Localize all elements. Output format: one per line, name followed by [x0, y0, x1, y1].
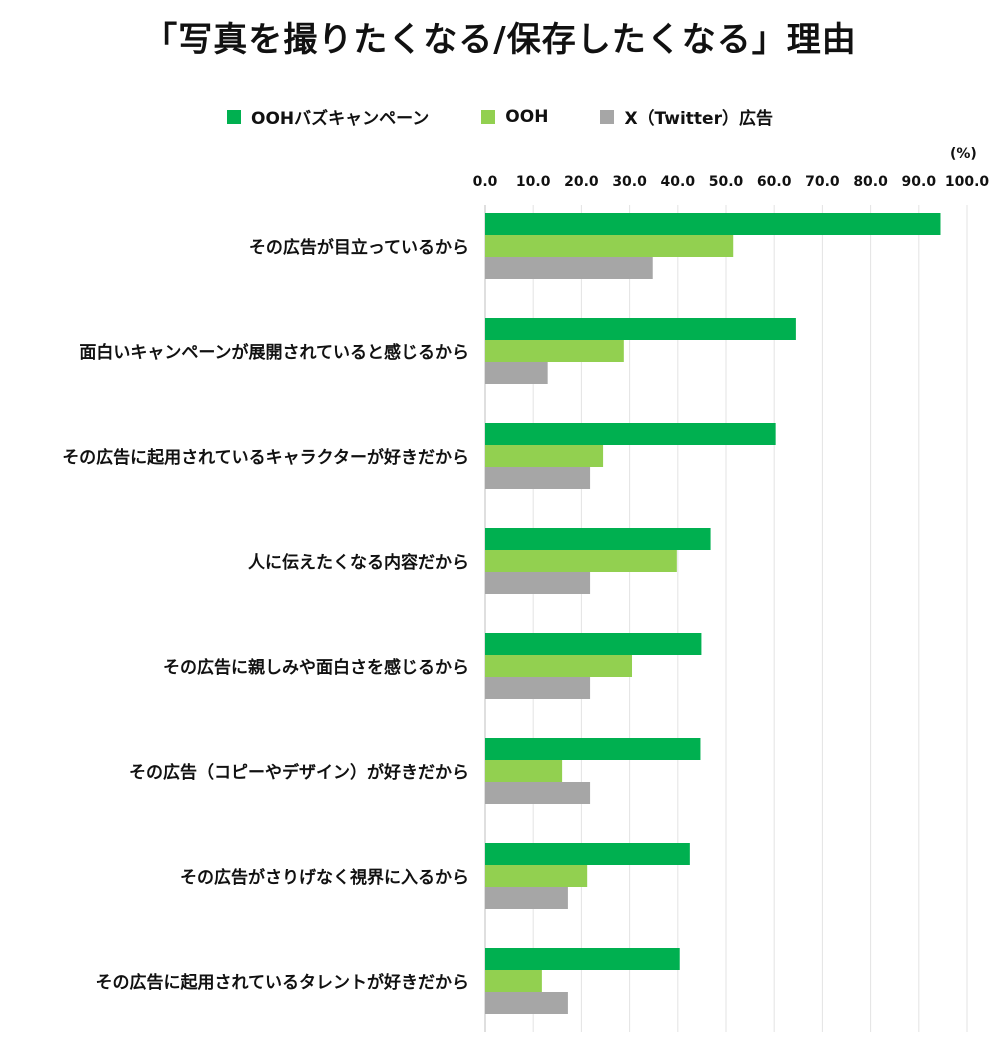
- bar: [485, 760, 563, 782]
- legend-label-ooh: OOH: [505, 106, 549, 127]
- bar: [485, 655, 633, 677]
- x-tick-label: 0.0: [473, 174, 498, 190]
- bar: [485, 257, 653, 279]
- x-tick-label: 20.0: [564, 174, 599, 190]
- legend-swatch-ooh: [481, 109, 496, 124]
- category-label: その広告（コピーやデザイン）が好きだから: [129, 762, 469, 783]
- bar: [485, 340, 624, 362]
- bar: [485, 677, 591, 699]
- bar: [485, 362, 548, 384]
- x-tick-label: 30.0: [612, 174, 647, 190]
- legend: OOHバズキャンペーン OOH X（Twitter）広告: [0, 104, 1000, 129]
- x-tick-label: 50.0: [709, 174, 744, 190]
- legend-item-x-twitter: X（Twitter）広告: [600, 104, 773, 129]
- legend-label-x-twitter: X（Twitter）広告: [624, 109, 773, 129]
- bar: [485, 467, 591, 489]
- legend-swatch-ooh-buzz: [227, 109, 242, 124]
- x-tick-label: 90.0: [902, 174, 937, 190]
- bar: [485, 782, 591, 804]
- category-label: その広告に起用されているタレントが好きだから: [96, 972, 470, 993]
- chart-title: 「写真を撮りたくなる/保存したくなる」理由: [143, 20, 857, 60]
- bar: [485, 948, 680, 970]
- bar: [485, 970, 542, 992]
- x-tick-label: 70.0: [805, 174, 840, 190]
- category-label: その広告がさりげなく視界に入るから: [180, 867, 469, 888]
- x-tick-label: 100.0: [945, 174, 990, 190]
- bar: [485, 550, 677, 572]
- bar: [485, 213, 941, 235]
- legend-item-ooh-buzz: OOHバズキャンペーン: [227, 104, 429, 129]
- bar: [485, 633, 702, 655]
- bar: [485, 992, 568, 1014]
- x-tick-label: 80.0: [853, 174, 888, 190]
- bar: [485, 865, 588, 887]
- bar: [485, 887, 568, 909]
- legend-swatch-x-twitter: [600, 109, 615, 124]
- category-label: その広告が目立っているから: [249, 237, 469, 258]
- bar: [485, 528, 711, 550]
- legend-label-ooh-buzz: OOHバズキャンペーン: [251, 109, 430, 129]
- axis-unit-label: (%): [950, 146, 977, 162]
- category-label: その広告に親しみや面白さを感じるから: [163, 657, 469, 678]
- legend-item-ooh: OOH: [481, 104, 548, 129]
- bar: [485, 738, 701, 760]
- bar: [485, 445, 604, 467]
- x-tick-label: 40.0: [661, 174, 696, 190]
- bar: [485, 572, 591, 594]
- bar: [485, 235, 734, 257]
- category-label: 面白いキャンペーンが展開されていると感じるから: [79, 342, 469, 363]
- category-label: その広告に起用されているキャラクターが好きだから: [62, 447, 469, 468]
- category-label: 人に伝えたくなる内容だから: [248, 552, 469, 573]
- bar: [485, 318, 796, 340]
- bar: [485, 423, 776, 445]
- x-tick-label: 10.0: [516, 174, 551, 190]
- bar: [485, 843, 690, 865]
- x-tick-label: 60.0: [757, 174, 792, 190]
